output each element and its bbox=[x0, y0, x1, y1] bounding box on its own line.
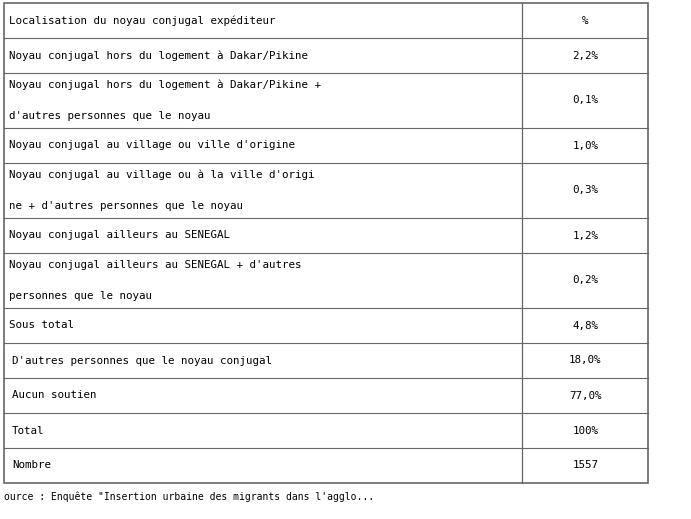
Text: 0,3%: 0,3% bbox=[572, 185, 598, 196]
Text: personnes que le noyau: personnes que le noyau bbox=[9, 291, 152, 301]
Text: 18,0%: 18,0% bbox=[569, 356, 601, 365]
Text: Noyau conjugal ailleurs au SENEGAL + d'autres: Noyau conjugal ailleurs au SENEGAL + d'a… bbox=[9, 260, 301, 270]
Text: Noyau conjugal ailleurs au SENEGAL: Noyau conjugal ailleurs au SENEGAL bbox=[9, 230, 230, 240]
Text: Noyau conjugal au village ou à la ville d'origi: Noyau conjugal au village ou à la ville … bbox=[9, 170, 314, 180]
Text: Noyau conjugal hors du logement à Dakar/Pikine +: Noyau conjugal hors du logement à Dakar/… bbox=[9, 80, 321, 90]
Text: d'autres personnes que le noyau: d'autres personnes que le noyau bbox=[9, 111, 211, 121]
Text: 4,8%: 4,8% bbox=[572, 321, 598, 331]
Text: 1557: 1557 bbox=[572, 460, 598, 471]
Text: 1,0%: 1,0% bbox=[572, 141, 598, 151]
Text: Sous total: Sous total bbox=[9, 321, 74, 331]
Text: D'autres personnes que le noyau conjugal: D'autres personnes que le noyau conjugal bbox=[12, 356, 272, 365]
Text: Total: Total bbox=[12, 426, 44, 435]
Text: %: % bbox=[582, 16, 589, 25]
Text: 0,2%: 0,2% bbox=[572, 276, 598, 285]
Text: Nombre: Nombre bbox=[12, 460, 51, 471]
Text: Noyau conjugal hors du logement à Dakar/Pikine: Noyau conjugal hors du logement à Dakar/… bbox=[9, 50, 308, 61]
Text: 100%: 100% bbox=[572, 426, 598, 435]
Text: Aucun soutien: Aucun soutien bbox=[12, 390, 97, 401]
Text: ource : Enquête "Insertion urbaine des migrants dans l'agglo...: ource : Enquête "Insertion urbaine des m… bbox=[4, 491, 374, 502]
Text: 1,2%: 1,2% bbox=[572, 230, 598, 240]
Text: 0,1%: 0,1% bbox=[572, 95, 598, 105]
Text: Noyau conjugal au village ou ville d'origine: Noyau conjugal au village ou ville d'ori… bbox=[9, 141, 295, 151]
Text: Localisation du noyau conjugal expéditeur: Localisation du noyau conjugal expéditeu… bbox=[9, 15, 276, 26]
Text: 2,2%: 2,2% bbox=[572, 50, 598, 61]
Text: ne + d'autres personnes que le noyau: ne + d'autres personnes que le noyau bbox=[9, 201, 243, 211]
Text: 77,0%: 77,0% bbox=[569, 390, 601, 401]
